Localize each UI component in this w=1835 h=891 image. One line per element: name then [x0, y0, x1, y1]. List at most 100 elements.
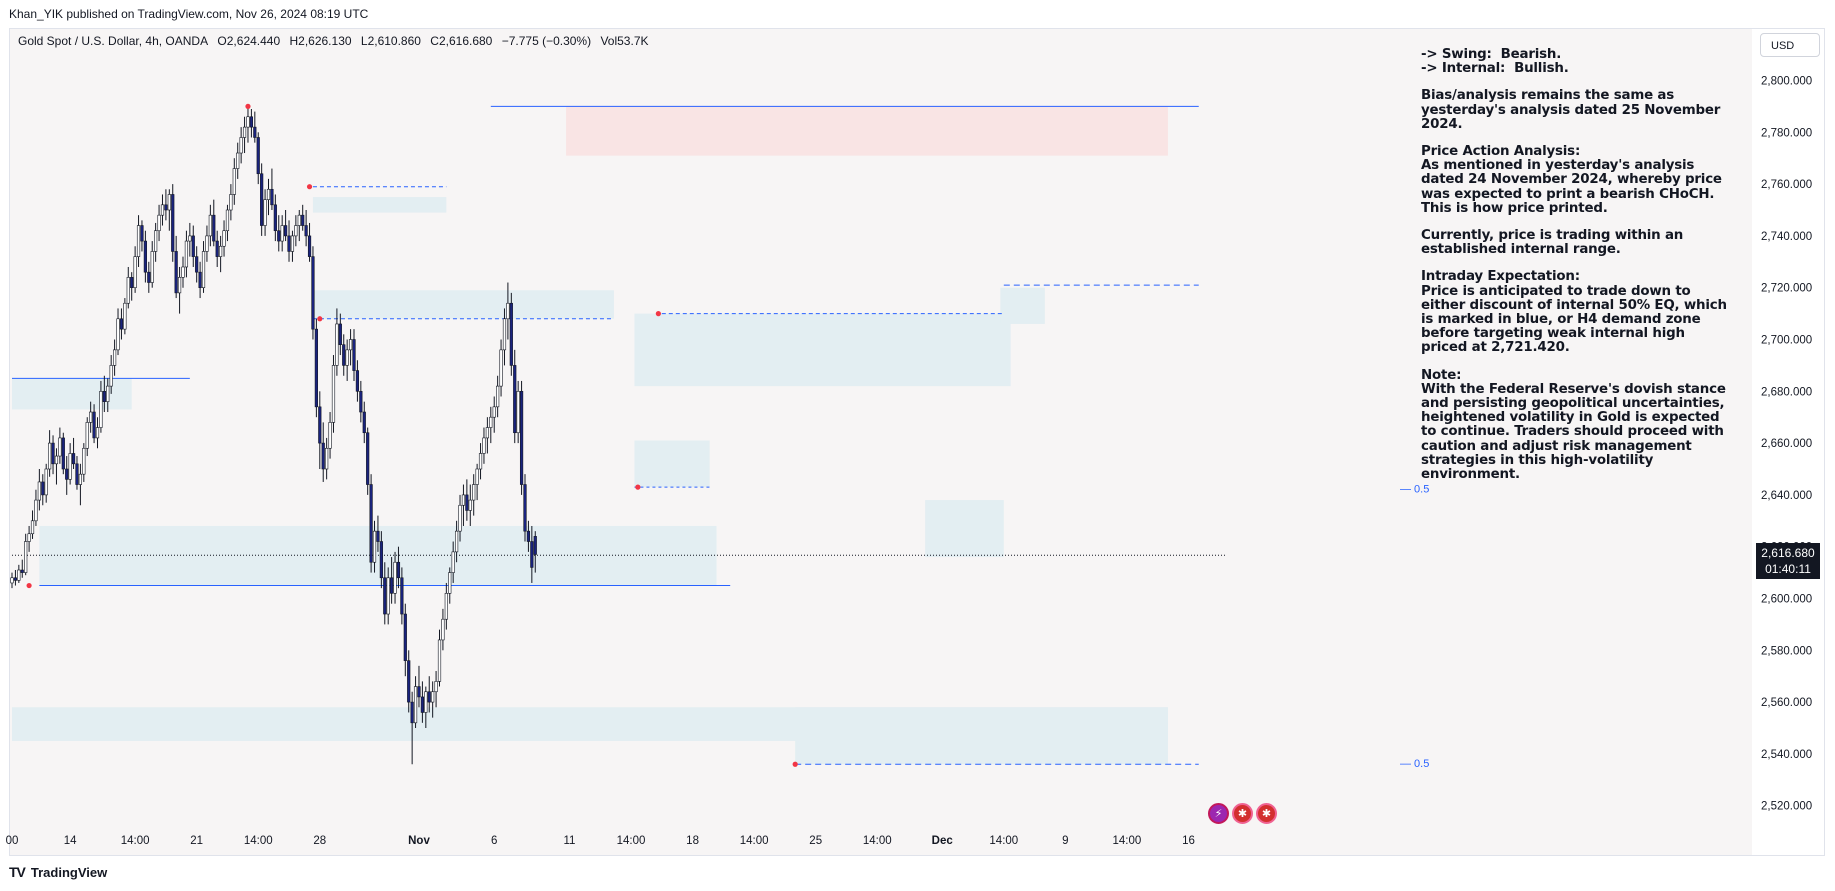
- candle-body: [37, 481, 41, 501]
- internal-bias: -> Internal: Bullish.: [1421, 61, 1569, 77]
- candle-body: [109, 365, 113, 387]
- candle-body: [78, 473, 82, 485]
- candle-body: [427, 691, 431, 703]
- candle-body: [420, 696, 425, 713]
- ohlc-close: C2,616.680: [430, 34, 493, 48]
- candle: [475, 463, 479, 501]
- candle-body: [106, 385, 110, 402]
- candle-body: [454, 530, 459, 553]
- candle-body: [13, 577, 18, 581]
- candle-body: [273, 204, 277, 232]
- candle-body: [437, 639, 442, 682]
- candle: [386, 567, 390, 625]
- candle: [263, 189, 267, 236]
- candle-body: [280, 225, 284, 242]
- zone-upper-2: [312, 290, 614, 319]
- currency-button[interactable]: USD: [1760, 33, 1820, 57]
- candle-body: [41, 481, 45, 496]
- intraday-title: Intraday Expectation:: [1421, 269, 1580, 285]
- candle-body: [253, 126, 257, 138]
- candle: [256, 132, 260, 185]
- candle-body: [372, 530, 377, 563]
- candle-body: [270, 188, 274, 206]
- candle: [143, 230, 147, 283]
- candle: [136, 215, 141, 267]
- candle-body: [366, 432, 370, 485]
- candle-body: [390, 577, 394, 594]
- lightning-icon[interactable]: ⚡: [1208, 803, 1229, 824]
- candle: [352, 329, 356, 381]
- candle-body: [424, 691, 428, 713]
- candle: [513, 349, 517, 444]
- candle-body: [249, 116, 254, 128]
- zone-right-2: [1000, 287, 1045, 324]
- candle: [448, 567, 452, 604]
- candle: [342, 334, 346, 376]
- candle-body: [301, 214, 305, 226]
- x-tick-label: 14:00: [989, 835, 1018, 847]
- intraday: Intraday Expectation: Price is anticipate…: [1421, 270, 1731, 355]
- bias-text: Bias/analysis remains the same as yester…: [1421, 88, 1725, 132]
- pa-body: As mentioned in yesterday's analysis dat…: [1421, 158, 1727, 216]
- candle-body: [314, 328, 318, 408]
- candle-body: [393, 561, 397, 594]
- candle: [260, 163, 264, 236]
- candle: [181, 256, 185, 288]
- candle: [420, 681, 425, 723]
- candle-body: [266, 188, 271, 200]
- tradingview-brand[interactable]: TV TradingView: [9, 864, 107, 880]
- candle: [318, 391, 322, 469]
- candle: [191, 225, 195, 267]
- candle: [51, 435, 55, 475]
- candle: [417, 665, 421, 708]
- candle: [37, 469, 41, 511]
- candle-body: [126, 277, 130, 304]
- candle: [325, 437, 329, 480]
- candle-body: [318, 406, 322, 444]
- candle: [225, 204, 230, 242]
- candle: [335, 308, 339, 376]
- ohlc-low: L2,610.860: [360, 34, 421, 48]
- candle-body: [472, 484, 476, 501]
- candle: [294, 215, 298, 247]
- candle: [174, 235, 178, 299]
- x-tick-label: 9: [1062, 835, 1068, 847]
- candle-body: [413, 686, 418, 724]
- candle: [307, 222, 312, 262]
- brand-name: TradingView: [30, 864, 108, 880]
- candle-body: [379, 541, 383, 579]
- candle: [461, 484, 466, 526]
- candle-body: [321, 442, 325, 470]
- candle-body: [133, 256, 137, 288]
- us-flag-icon[interactable]: ✱: [1232, 803, 1253, 824]
- tradingview-logo-icon: TV: [9, 864, 26, 880]
- candle-body: [530, 541, 534, 568]
- candle-body: [283, 225, 288, 237]
- candle-body: [526, 530, 531, 542]
- candle: [102, 375, 106, 413]
- candle-body: [489, 416, 493, 428]
- chart-frame[interactable]: [9, 28, 1825, 856]
- candle-body: [516, 390, 520, 434]
- us-flag-icon-2[interactable]: ✱: [1256, 803, 1277, 824]
- candle: [205, 225, 209, 262]
- last-price: 2,616.680: [1761, 546, 1815, 560]
- candle-body: [177, 277, 182, 294]
- y-tick-label: 2,560.000: [1761, 697, 1812, 709]
- x-tick-label: 6: [491, 835, 497, 847]
- candle: [222, 220, 226, 257]
- symbol-name: Gold Spot / U.S. Dollar, 4h, OANDA: [18, 34, 209, 48]
- candle-body: [328, 422, 332, 449]
- candle: [65, 456, 69, 495]
- candle-body: [331, 365, 336, 423]
- candle-body: [434, 681, 438, 693]
- candle: [533, 531, 537, 573]
- candle: [130, 272, 134, 301]
- candle: [366, 427, 370, 495]
- x-tick-label: 14:00: [244, 835, 273, 847]
- candle: [113, 339, 117, 376]
- candle-body: [136, 225, 141, 257]
- candle-body: [27, 533, 31, 542]
- candle-body: [130, 277, 134, 288]
